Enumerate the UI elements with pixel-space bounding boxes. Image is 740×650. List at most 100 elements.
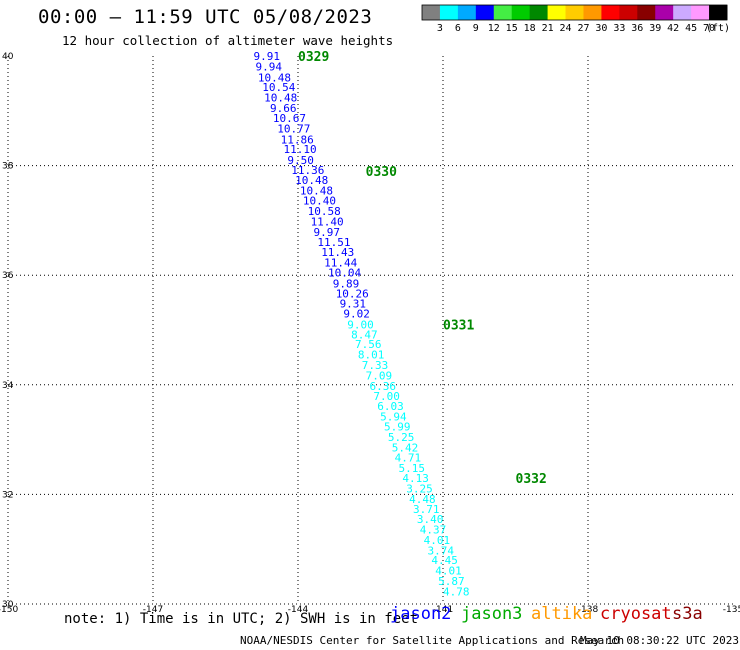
pass-time-label: 0329 <box>298 50 329 65</box>
color-scale-tick: 70 <box>703 23 715 34</box>
swh-value-label: 5.42 <box>392 441 419 454</box>
y-tick-label: 30 <box>2 600 14 610</box>
color-scale-tick: 24 <box>560 23 572 34</box>
swh-value-label: 4.45 <box>431 554 458 567</box>
swh-value-label: 4.13 <box>402 472 429 485</box>
swh-value-label: 10.04 <box>328 266 361 279</box>
color-swatch <box>691 5 710 20</box>
swh-value-label: 10.40 <box>303 195 336 208</box>
swh-value-label: 6.03 <box>377 400 404 413</box>
x-tick-label: -147 <box>143 605 163 615</box>
swh-value-label: 6.36 <box>370 380 397 393</box>
swh-value-label: 11.86 <box>281 133 314 146</box>
color-swatch <box>637 5 656 20</box>
swh-value-label: 7.33 <box>362 359 389 372</box>
swh-value-label: 11.43 <box>321 246 354 259</box>
color-scale-tick: 18 <box>524 23 536 34</box>
color-swatch <box>673 5 692 20</box>
pass-time-label: 0332 <box>516 472 547 487</box>
pass-time-label: 0330 <box>366 165 397 180</box>
swh-value-label: 9.31 <box>340 298 367 311</box>
swh-value-label: 10.26 <box>336 287 369 300</box>
timestamp: May 10 08:30:22 UTC 2023 <box>580 634 739 647</box>
grid-lines <box>8 56 733 604</box>
color-bar-frame <box>421 4 728 21</box>
color-swatch <box>422 5 441 20</box>
swh-value-label: 3.74 <box>428 544 455 557</box>
y-tick-label: 40 <box>2 52 14 62</box>
color-swatch <box>457 5 477 20</box>
legend-s3a: s3a <box>672 604 703 624</box>
y-tick-label: 32 <box>2 490 13 500</box>
swh-value-label: 11.40 <box>311 215 344 228</box>
y-tick-label: 34 <box>2 381 14 391</box>
color-swatch <box>655 5 674 20</box>
color-swatch <box>547 5 567 20</box>
color-swatch <box>493 5 513 20</box>
color-scale-tick: 27 <box>577 23 589 34</box>
color-swatch <box>709 5 728 20</box>
footer-note: note: 1) Time is in UTC; 2) SWH is in fe… <box>64 611 419 627</box>
swh-value-label: 10.54 <box>262 81 295 94</box>
swh-value-label: 10.48 <box>295 174 328 187</box>
color-swatch <box>601 5 620 20</box>
axes <box>7 56 733 605</box>
swh-value-label: 9.00 <box>347 319 374 332</box>
swh-value-label: 4.37 <box>420 523 447 536</box>
swh-value-label: 4.48 <box>409 493 436 506</box>
swh-value-label: 11.44 <box>324 257 357 270</box>
color-swatch <box>583 5 602 20</box>
swh-value-label: 4.71 <box>395 452 422 465</box>
swh-value-label: 9.89 <box>333 277 360 290</box>
swh-value-label: 10.58 <box>308 205 341 218</box>
x-tick-label: -144 <box>288 605 309 615</box>
swh-value-label: 9.66 <box>270 102 297 115</box>
color-scale-tick: 9 <box>473 23 479 34</box>
chart-subtitle: 12 hour collection of altimeter wave hei… <box>62 33 394 48</box>
swh-value-label: 10.67 <box>273 112 306 125</box>
chart-title: 00:00 – 11:59 UTC 05/08/2023 <box>38 6 373 28</box>
swh-value-label: 7.09 <box>366 369 393 382</box>
color-swatch <box>529 5 549 20</box>
color-scale-tick: 30 <box>595 23 607 34</box>
swh-value-label: 3.40 <box>417 513 444 526</box>
legend-cryosat: cryosat <box>600 604 672 624</box>
swh-value-label: 5.99 <box>384 420 411 433</box>
swh-value-label: 9.97 <box>313 226 340 239</box>
swh-value-label: 5.87 <box>438 575 465 588</box>
x-tick-label: -138 <box>578 605 599 615</box>
color-scale-tick: 15 <box>506 23 518 34</box>
color-scale-tick: 12 <box>488 23 500 34</box>
swh-value-label: 3.25 <box>406 482 433 495</box>
swh-value-label: 5.15 <box>399 462 426 475</box>
legend-altika: altika <box>531 604 593 624</box>
swh-value-label: 5.94 <box>380 411 407 424</box>
color-scale-tick: 21 <box>542 23 554 34</box>
swh-value-label: 11.10 <box>284 143 317 156</box>
swh-value-label: 10.48 <box>258 71 291 84</box>
color-scale-tick: 6 <box>455 23 461 34</box>
color-swatch <box>439 5 459 20</box>
x-tick-label: -150 <box>0 605 18 615</box>
swh-value-label: 8.47 <box>351 328 378 341</box>
swh-value-label: 7.00 <box>373 390 400 403</box>
color-scale-legend: 3 6 9 12 15 18 21 24 27 30 33 36 39 42 45 70(ft) <box>421 4 730 34</box>
credit-line: NOAA/NESDIS Center for Satellite Applica… <box>240 634 625 647</box>
color-scale-tick: 45 <box>685 23 697 34</box>
legend-jason2: jason2 <box>390 604 452 624</box>
legend-jason3: jason3 <box>461 604 523 624</box>
color-scale-tick: 39 <box>649 23 661 34</box>
swh-value-label: 4.01 <box>424 534 451 547</box>
y-tick-label: 38 <box>2 162 14 172</box>
pass-time-label: 0331 <box>443 319 474 334</box>
color-scale-tick: 3 <box>437 23 443 34</box>
color-scale-tick: 33 <box>613 23 625 34</box>
pass-time-labels: 0329 0330 0331 0332 <box>298 50 547 487</box>
x-tick-label: -135 <box>723 605 740 615</box>
data-labels: 9.919.9410.4810.5410.489.6610.6710.7711.… <box>254 50 470 598</box>
color-swatch <box>511 5 531 20</box>
swh-value-label: 3.71 <box>413 503 440 516</box>
swh-value-label: 9.50 <box>287 154 314 167</box>
color-scale-unit: (ft) <box>706 23 730 34</box>
